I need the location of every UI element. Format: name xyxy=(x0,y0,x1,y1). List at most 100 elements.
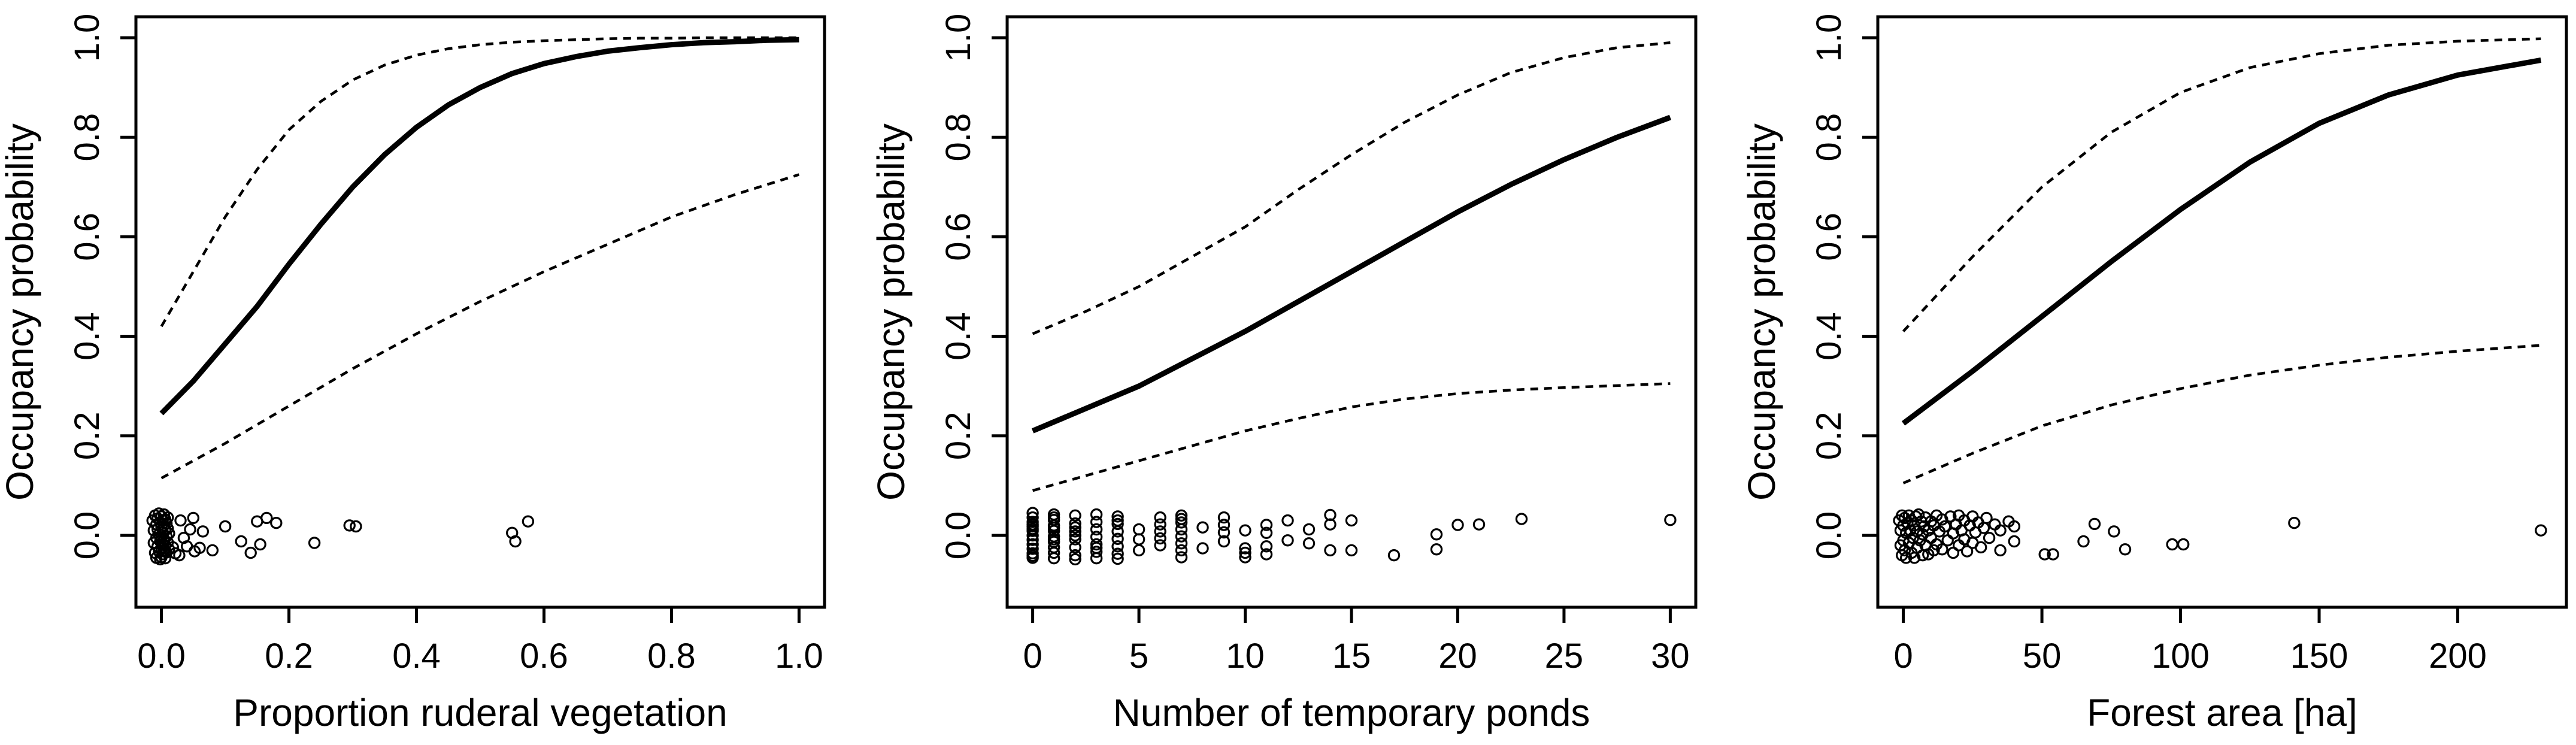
x-tick-label: 50 xyxy=(2023,637,2062,676)
observation-point xyxy=(509,535,522,548)
observation-point xyxy=(1994,524,2007,537)
upper-ci-curve xyxy=(1902,37,2541,332)
x-tick-label: 100 xyxy=(2151,637,2210,676)
lower-ci-curve xyxy=(1902,344,2541,484)
x-tick-label: 150 xyxy=(2290,637,2348,676)
observation-point xyxy=(1175,513,1188,525)
observation-point xyxy=(350,520,362,533)
observation-point xyxy=(1515,513,1528,525)
x-tick-label: 0.8 xyxy=(647,637,696,676)
y-tick-label: 0.6 xyxy=(68,213,107,261)
y-axis-title: Occupancy probability xyxy=(0,123,41,501)
observation-point xyxy=(2108,525,2120,538)
observation-point xyxy=(2177,538,2190,551)
occupancy-plot-temporary-ponds: 0 5 10 15 20 25 30 0.0 0.2 0.4 0.6 0.8 1.0 Number of … xyxy=(869,14,1698,734)
observation-point xyxy=(1175,516,1188,529)
observation-point xyxy=(1090,538,1103,551)
observation-point xyxy=(1239,542,1251,555)
observation-point xyxy=(1090,516,1103,528)
y-tick-label: 0.8 xyxy=(939,113,978,162)
observation-point xyxy=(1941,534,1954,547)
y-tick-label: 0.4 xyxy=(1810,312,1848,361)
observation-point xyxy=(1069,529,1081,542)
y-tick-label: 0.0 xyxy=(939,511,978,560)
observation-point xyxy=(1983,532,1996,544)
x-tick-label: 5 xyxy=(1129,637,1148,676)
observation-point xyxy=(1090,523,1103,536)
observation-point xyxy=(1047,533,1060,546)
observation-point xyxy=(1026,511,1039,524)
x-tick-label: 20 xyxy=(1438,637,1477,676)
x-tick-label: 0.4 xyxy=(392,637,441,676)
observation-point xyxy=(254,538,266,551)
mean-occupancy-curve xyxy=(1031,114,1671,434)
observation-point xyxy=(1090,552,1103,565)
y-tick-label: 0.2 xyxy=(68,411,107,460)
y-tick-label: 0.4 xyxy=(68,312,107,361)
observation-point xyxy=(1175,509,1188,522)
x-axis-title: Proportion ruderal vegetation xyxy=(233,691,727,734)
observation-point xyxy=(1430,528,1443,541)
observation-point xyxy=(1026,518,1039,531)
y-tick-label: 0.8 xyxy=(1810,113,1848,162)
observation-point xyxy=(1217,526,1231,539)
observation-point xyxy=(1175,537,1188,550)
observation-point xyxy=(2008,535,2020,548)
mean-occupancy-curve xyxy=(159,37,799,416)
observation-point xyxy=(1324,544,1337,557)
observation-point xyxy=(1345,544,1358,557)
observation-point xyxy=(1980,511,1993,525)
observation-point xyxy=(1132,533,1145,546)
observation-point xyxy=(1111,547,1124,560)
y-tick-label: 0.6 xyxy=(939,213,978,261)
x-tick-label: 1.0 xyxy=(775,637,823,676)
observation-point xyxy=(2119,543,2132,556)
plot-frame xyxy=(1876,15,2568,609)
x-tick-label: 25 xyxy=(1545,637,1584,676)
observation-point xyxy=(1026,507,1039,519)
observation-point xyxy=(1154,539,1166,552)
observation-point xyxy=(1111,517,1124,531)
observation-point xyxy=(173,549,186,562)
y-tick-label: 0.2 xyxy=(939,411,978,460)
plot-frame xyxy=(1005,15,1698,609)
y-tick-label: 1.0 xyxy=(68,14,107,62)
observation-point xyxy=(1175,551,1188,564)
observation-point xyxy=(1196,542,1209,555)
observation-point xyxy=(1196,521,1209,534)
observation-point xyxy=(1047,552,1060,565)
observation-point xyxy=(1069,549,1081,562)
observation-point xyxy=(160,530,173,543)
observation-point xyxy=(1069,521,1081,534)
observation-point xyxy=(2008,520,2020,533)
observation-point xyxy=(1936,543,1948,556)
observation-point xyxy=(1069,509,1081,522)
observation-point xyxy=(1260,540,1273,553)
observation-point xyxy=(343,519,356,532)
observation-point xyxy=(1664,514,1677,526)
observation-point xyxy=(1132,544,1145,557)
observation-point xyxy=(2288,517,2301,529)
observation-point xyxy=(270,517,283,529)
observation-point xyxy=(1069,553,1081,566)
observation-point xyxy=(1451,519,1464,531)
observation-point xyxy=(235,535,247,548)
observation-point xyxy=(1111,510,1124,523)
observation-point xyxy=(1132,523,1145,536)
observation-point xyxy=(1069,533,1081,546)
x-tick-label: 30 xyxy=(1651,637,1690,676)
y-axis-title: Occupancy probability xyxy=(1740,123,1783,501)
observation-point xyxy=(1938,520,1951,533)
observation-point xyxy=(1912,508,1925,521)
observation-point xyxy=(206,544,219,557)
x-tick-label: 15 xyxy=(1332,637,1371,676)
observation-point xyxy=(166,541,179,554)
observation-point xyxy=(260,511,273,525)
lower-ci-curve xyxy=(1032,382,1671,492)
y-tick-label: 0.0 xyxy=(1810,511,1848,560)
observation-point xyxy=(1175,544,1188,557)
observation-point xyxy=(1069,517,1081,530)
observation-point xyxy=(1111,540,1124,553)
x-tick-label: 0 xyxy=(1893,637,1913,676)
